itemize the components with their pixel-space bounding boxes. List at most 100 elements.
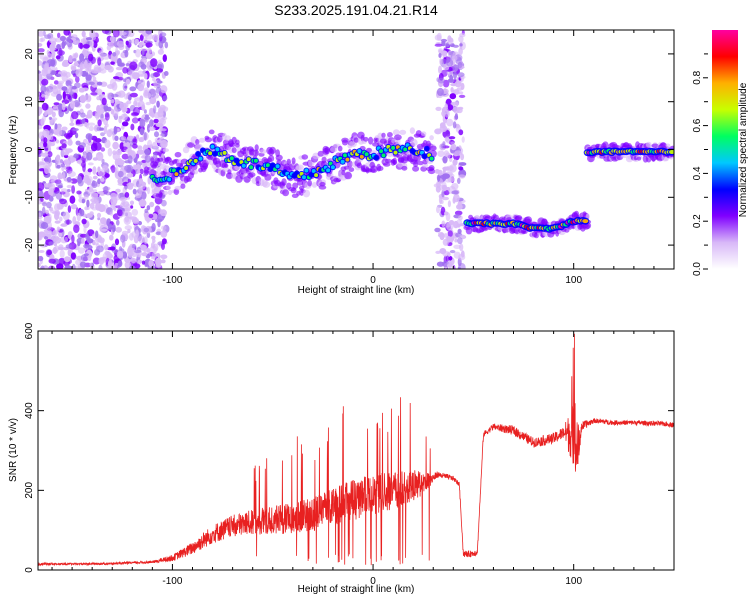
signal-peak [340, 159, 345, 164]
signal-peak [357, 149, 362, 154]
noise-blob [106, 92, 113, 100]
noise-blob [38, 70, 42, 74]
noise-blob [57, 50, 65, 56]
noise-blob [71, 85, 77, 90]
noise-blob [85, 37, 93, 41]
signal-peak [374, 155, 379, 160]
signal-halo [275, 154, 283, 161]
noise-blob [95, 151, 104, 161]
noise-blob [66, 184, 73, 189]
noise-blob [51, 111, 56, 118]
noise-blob [448, 255, 453, 261]
signal-halo [301, 154, 309, 160]
noise-blob [117, 58, 122, 66]
noise-blob [146, 205, 151, 211]
noise-blob [137, 145, 143, 152]
noise-blob [67, 205, 72, 213]
noise-blob [100, 177, 105, 182]
noise-blob [153, 105, 157, 114]
noise-blob [454, 210, 463, 216]
signal-halo [204, 137, 213, 143]
noise-blob [89, 202, 95, 209]
noise-blob [70, 252, 76, 260]
noise-blob [86, 206, 90, 210]
noise-blob [103, 185, 109, 195]
signal-peak [196, 151, 201, 156]
noise-blob [135, 229, 139, 238]
noise-blob [109, 234, 114, 241]
noise-blob [64, 265, 72, 269]
noise-blob [83, 174, 90, 184]
noise-blob [161, 199, 167, 207]
noise-blob [453, 193, 460, 203]
noise-blob [452, 159, 458, 166]
noise-blob [137, 169, 141, 174]
noise-blob [91, 180, 98, 189]
noise-blob [115, 193, 120, 201]
noise-blob [67, 85, 71, 93]
noise-blob [158, 107, 164, 114]
signal-halo [269, 146, 277, 154]
signal-halo [254, 149, 259, 157]
noise-blob [101, 97, 107, 106]
noise-blob [445, 255, 450, 262]
noise-blob [54, 123, 58, 130]
noise-blob [125, 40, 129, 46]
signal-halo [381, 132, 386, 138]
noise-blob [109, 211, 114, 216]
noise-blob [71, 234, 75, 244]
signal-halo [410, 138, 418, 147]
noise-blob [121, 200, 126, 205]
band-signal [583, 141, 674, 163]
colorbar-tick-label: 0.8 [692, 70, 703, 84]
noise-blob [447, 104, 454, 111]
signal-halo [292, 182, 299, 189]
signal-halo [262, 181, 271, 188]
signal-halo [231, 147, 237, 154]
noise-blob [446, 118, 454, 127]
noise-blob [448, 136, 456, 140]
noise-blob [122, 146, 128, 150]
noise-blob [48, 188, 54, 196]
noise-blob [436, 206, 440, 214]
noise-blob [143, 92, 152, 99]
y-tick-label: 200 [24, 482, 35, 499]
signal-peak [302, 175, 306, 180]
noise-blob [438, 53, 442, 58]
signal-halo [429, 145, 437, 151]
noise-blob [41, 206, 46, 215]
noise-blob [144, 154, 151, 163]
noise-blob [437, 174, 441, 182]
noise-blob [69, 195, 76, 204]
noise-blob [39, 51, 44, 60]
noise-blob [131, 231, 136, 238]
noise-blob [63, 256, 71, 263]
noise-blob [44, 62, 50, 69]
noise-blob [116, 219, 120, 226]
band-noise [433, 30, 467, 269]
signal-halo [602, 141, 609, 149]
signal-halo [353, 137, 359, 143]
noise-blob [53, 102, 60, 106]
noise-blob [164, 41, 169, 49]
noise-blob [103, 125, 108, 135]
noise-blob [53, 105, 57, 110]
noise-blob [140, 63, 147, 70]
noise-blob [451, 55, 458, 61]
noise-blob [144, 116, 151, 120]
noise-blob [97, 217, 101, 221]
noise-blob [453, 71, 457, 80]
noise-blob [49, 133, 54, 141]
snr-xlabel: Height of straight line (km) [298, 584, 415, 595]
noise-blob [141, 252, 148, 257]
noise-blob [150, 242, 155, 249]
noise-blob [113, 265, 118, 269]
noise-blob [71, 111, 79, 120]
noise-blob [157, 49, 164, 55]
noise-blob [88, 81, 95, 85]
noise-blob [156, 100, 160, 108]
noise-blob [85, 74, 92, 81]
noise-blob [147, 48, 152, 55]
signal-halo [193, 169, 198, 175]
